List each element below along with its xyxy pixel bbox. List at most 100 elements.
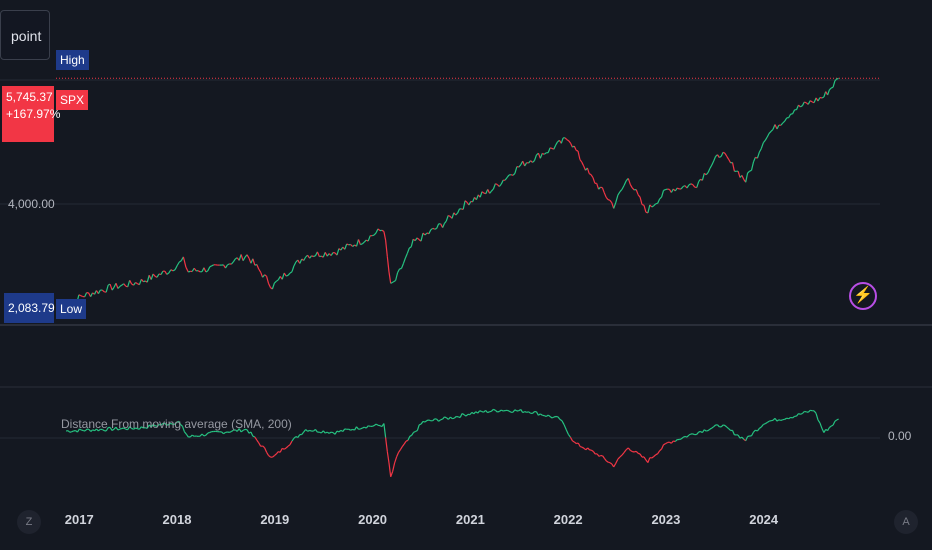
price-segment (690, 183, 694, 186)
indicator-segment (561, 420, 565, 425)
price-segment (373, 232, 377, 236)
indicator-segment (205, 432, 209, 436)
price-segment (516, 166, 519, 168)
high-tag: High (56, 50, 89, 70)
indicator-segment (373, 423, 377, 427)
price-segment (266, 276, 270, 284)
price-segment (470, 200, 473, 203)
indicator-segment (592, 451, 596, 455)
indicator-segment (551, 416, 555, 419)
price-segment (455, 212, 459, 216)
current-price-value: 5,745.37 (6, 90, 53, 104)
price-segment (242, 256, 246, 261)
indicator-segment (191, 434, 195, 437)
indicator-segment (287, 444, 291, 447)
indicator-segment (240, 429, 244, 433)
indicator-segment (141, 426, 144, 429)
price-segment (203, 267, 207, 273)
indicator-segment (178, 420, 182, 425)
indicator-segment (92, 429, 95, 432)
indicator-segment (807, 409, 811, 413)
indicator-segment (637, 452, 641, 455)
indicator-segment (405, 439, 409, 442)
indicator-title: Distance From moving average (SMA, 200) (61, 417, 292, 431)
indicator-segment (291, 437, 295, 442)
indicator-segment (623, 449, 627, 453)
price-segment (443, 220, 447, 224)
x-axis-tick-label: 2018 (162, 512, 192, 527)
indicator-segment (453, 416, 457, 419)
low-tag: Low (56, 299, 87, 319)
indicator-segment (258, 442, 262, 447)
x-axis-tick-label: 2020 (358, 512, 388, 527)
price-segment (649, 204, 653, 208)
price-segment (182, 256, 187, 268)
price-segment (324, 252, 328, 257)
price-segment (762, 140, 766, 144)
auto-scale-button[interactable]: A (894, 510, 918, 534)
price-segment (663, 189, 666, 191)
indicator-segment (737, 434, 741, 439)
indicator-segment (242, 428, 246, 431)
indicator-segment (829, 425, 832, 428)
price-segment (123, 283, 127, 287)
indicator-segment (711, 426, 715, 429)
price-segment (150, 273, 154, 280)
price-segment (718, 155, 722, 159)
price-segment (539, 153, 543, 159)
indicator-segment (739, 436, 743, 439)
price-segment (745, 172, 749, 183)
zoom-button[interactable]: Z (17, 510, 41, 534)
price-segment (377, 228, 381, 232)
indicator-segment (774, 417, 778, 422)
price-segment (193, 267, 197, 272)
price-segment (78, 294, 82, 297)
indicator-segment (274, 453, 277, 457)
price-segment (568, 140, 572, 144)
indicator-segment (328, 431, 332, 434)
price-segment (434, 227, 437, 230)
indicator-segment (539, 413, 543, 416)
indicator-segment (246, 429, 250, 434)
price-segment (659, 196, 663, 200)
price-segment (543, 152, 547, 155)
indicator-segment (109, 427, 113, 431)
indicator-segment (680, 436, 684, 440)
grid-lines (0, 79, 932, 439)
indicator-segment (364, 426, 367, 429)
indicator-segment (508, 410, 512, 413)
symbol-input[interactable]: point (0, 10, 50, 60)
indicator-segment (698, 430, 701, 433)
indicator-segment (121, 427, 124, 430)
indicator-segment (684, 435, 688, 438)
price-segment (238, 254, 242, 261)
indicator-segment (463, 414, 467, 417)
price-segment (665, 188, 668, 191)
indicator-segment (266, 451, 270, 456)
price-segment (248, 257, 252, 264)
price-segment (399, 267, 402, 270)
indicator-segment (756, 428, 760, 432)
price-segment (350, 244, 354, 247)
price-segment (498, 183, 502, 187)
price-segment (246, 254, 250, 259)
indicator-segment (621, 452, 625, 456)
price-segment (383, 231, 387, 241)
indicator-segment (565, 429, 569, 435)
price-segment (445, 215, 449, 222)
indicator-segment (778, 419, 782, 421)
price-segment (386, 256, 390, 273)
price-segment (834, 78, 838, 82)
price-segment (258, 268, 262, 273)
lightning-icon[interactable]: ⚡ (849, 282, 877, 310)
price-segment (227, 263, 230, 266)
indicator-segment (475, 411, 479, 414)
price-segment (404, 252, 408, 259)
price-segment (817, 97, 821, 102)
price-segment (375, 228, 379, 234)
low-price-badge: 2,083.79 (4, 293, 55, 323)
price-segment (821, 96, 825, 99)
price-segment (111, 287, 115, 291)
indicator-segment (375, 423, 379, 426)
